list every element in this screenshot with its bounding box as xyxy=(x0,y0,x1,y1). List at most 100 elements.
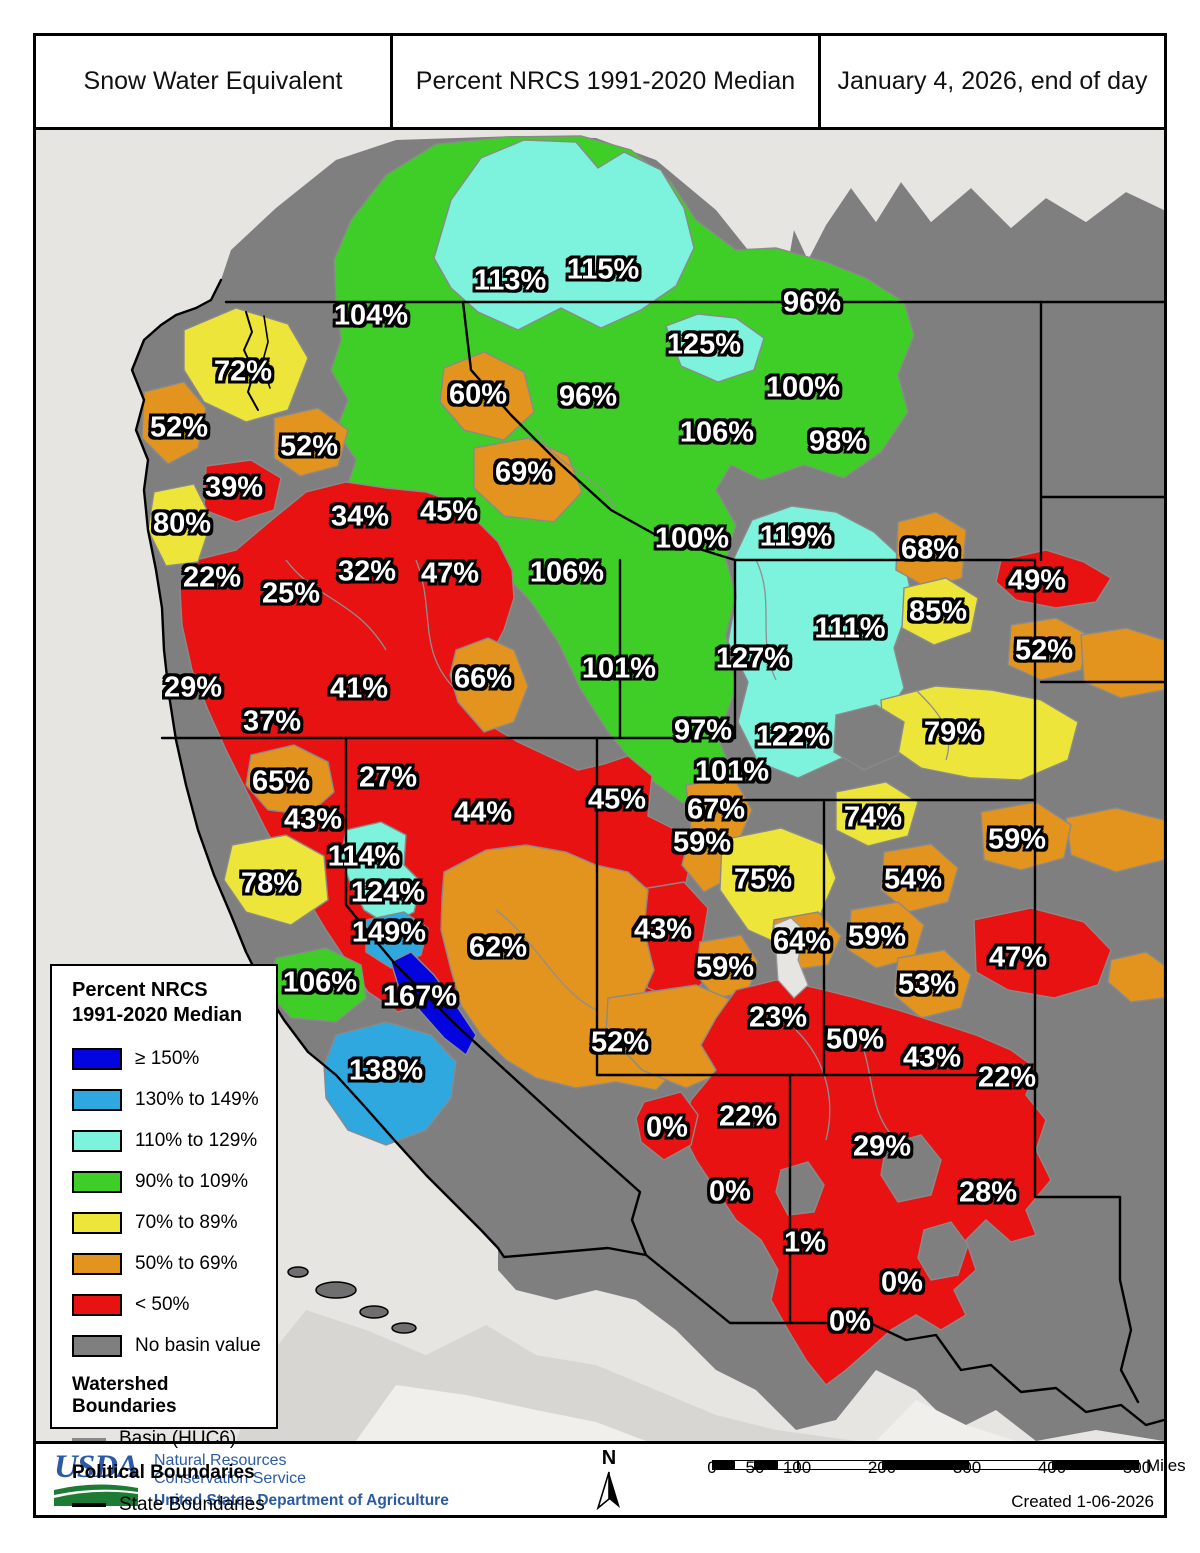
basin-percent-label: 45% xyxy=(587,783,647,816)
basin-percent-label: 127% xyxy=(715,642,791,675)
legend-swatch xyxy=(72,1129,122,1152)
basin-percent-label: 52% xyxy=(1014,634,1074,667)
basin-percent-label: 97% xyxy=(673,714,733,747)
basin-percent-label: 65% xyxy=(251,765,311,798)
usda-logo-text: Natural Resources Conservation Service Un… xyxy=(154,1452,449,1509)
scale-tick-label: 400 xyxy=(1037,1458,1067,1477)
legend-basin-line: Basin (HUC6) xyxy=(72,1424,276,1454)
basin-percent-label: 22% xyxy=(718,1100,778,1133)
legend-items: ≥ 150% 130% to 149% 110% to 129% 90% to … xyxy=(72,1038,276,1366)
legend-item-label: 130% to 149% xyxy=(135,1088,259,1110)
basin-percent-label: 104% xyxy=(333,299,409,332)
scale-tick-label: 500 xyxy=(1122,1458,1152,1477)
legend: Percent NRCS 1991-2020 Median ≥ 150% 130%… xyxy=(50,964,278,1515)
basin-percent-label: 119% xyxy=(759,520,833,553)
basin-percent-label: 53% xyxy=(897,968,957,1001)
basin-percent-label: 101% xyxy=(581,652,657,685)
basin-percent-label: 66% xyxy=(453,662,513,695)
legend-swatch xyxy=(72,1088,122,1111)
basin-percent-label: 96% xyxy=(782,286,842,319)
basin-percent-label: 27% xyxy=(358,761,418,794)
basin-percent-label: 22% xyxy=(182,561,242,594)
basin-percent-label: 43% xyxy=(633,913,693,946)
basin-percent-label: 43% xyxy=(902,1041,962,1074)
legend-item-label: ≥ 150% xyxy=(135,1047,200,1069)
legend-watershed-title: Watershed Boundaries xyxy=(72,1374,177,1417)
legend-item: 50% to 69% xyxy=(72,1243,276,1284)
basin-percent-label: 50% xyxy=(825,1023,885,1056)
legend-item: 90% to 109% xyxy=(72,1161,276,1202)
basin-percent-label: 23% xyxy=(748,1001,808,1034)
basin-percent-label: 49% xyxy=(1007,564,1067,597)
legend-item-label: < 50% xyxy=(135,1293,190,1315)
basin-percent-label: 0% xyxy=(646,1111,688,1144)
basin-percent-label: 122% xyxy=(755,720,831,753)
legend-item-label: 50% to 69% xyxy=(135,1252,238,1274)
basin-percent-label: 29% xyxy=(163,671,223,704)
usda-logo-mark: USDA xyxy=(54,1451,140,1511)
basin-percent-label: 52% xyxy=(149,411,209,444)
basin-percent-label: 149% xyxy=(351,916,427,949)
legend-item: No basin value xyxy=(72,1325,276,1366)
basin-percent-label: 79% xyxy=(923,716,983,749)
legend-state-line: State Boundaries xyxy=(72,1490,276,1520)
legend-item: ≥ 150% xyxy=(72,1038,276,1079)
basin-percent-label: 75% xyxy=(733,863,793,896)
legend-swatch xyxy=(72,1252,122,1275)
basin-percent-label: 124% xyxy=(350,876,426,909)
basin-percent-label: 34% xyxy=(330,500,390,533)
legend-political-title: Political Boundaries xyxy=(72,1462,255,1483)
basin-percent-label: 96% xyxy=(558,380,618,413)
usda-logo: USDA Natural Resources Conservation Servi… xyxy=(54,1451,449,1511)
basin-percent-label: 41% xyxy=(329,672,389,705)
basin-percent-label: 64% xyxy=(772,925,832,958)
basin-percent-label: 85% xyxy=(908,595,968,628)
basin-percent-label: 106% xyxy=(679,416,755,449)
usda-swoosh-icon xyxy=(54,1484,138,1506)
basin-percent-label: 22% xyxy=(977,1061,1037,1094)
basin-percent-label: 43% xyxy=(283,803,343,836)
basin-percent-label: 59% xyxy=(695,951,755,984)
map-subtitle: Percent NRCS 1991-2020 Median xyxy=(390,36,818,127)
basin-percent-label: 106% xyxy=(529,556,605,589)
basin-percent-label: 98% xyxy=(808,425,868,458)
map-date: January 4, 2026, end of day xyxy=(818,36,1164,127)
basin-percent-label: 0% xyxy=(881,1266,923,1299)
basin-percent-label: 0% xyxy=(709,1175,751,1208)
basin-percent-label: 52% xyxy=(590,1026,650,1059)
legend-swatch xyxy=(72,1293,122,1316)
basin-percent-label: 101% xyxy=(694,755,770,788)
basin-percent-label: 29% xyxy=(852,1130,912,1163)
title-bar: Snow Water Equivalent Percent NRCS 1991-… xyxy=(33,33,1167,130)
basin-percent-label: 52% xyxy=(279,430,339,463)
basin-percent-label: 67% xyxy=(686,793,746,826)
basin-percent-label: 69% xyxy=(494,456,554,489)
basin-percent-label: 0% xyxy=(829,1305,871,1338)
basin-percent-label: 32% xyxy=(337,555,397,588)
basin-percent-label: 100% xyxy=(654,522,730,555)
basin-percent-label: 74% xyxy=(843,801,903,834)
basin-percent-label: 60% xyxy=(448,378,508,411)
legend-swatch xyxy=(72,1047,122,1070)
footer-bar: USDA Natural Resources Conservation Servi… xyxy=(33,1441,1186,1518)
legend-swatch xyxy=(72,1170,122,1193)
basin-percent-label: 125% xyxy=(666,328,742,361)
basin-percent-label: 167% xyxy=(382,980,458,1013)
legend-item-label: No basin value xyxy=(135,1334,261,1356)
basin-percent-label: 47% xyxy=(420,557,480,590)
basin-percent-label: 111% xyxy=(814,612,886,645)
created-date: Created 1-06-2026 xyxy=(1011,1492,1154,1511)
legend-item: 130% to 149% xyxy=(72,1079,276,1120)
legend-item-label: 110% to 129% xyxy=(135,1129,258,1151)
basin-percent-label: 106% xyxy=(282,966,358,999)
basin-label-layer: 113% 115% 104% 96% 125% 100% 72% 60% 96%… xyxy=(36,130,1164,1441)
basin-percent-label: 114% xyxy=(327,840,401,873)
basin-percent-label: 72% xyxy=(213,355,273,388)
basin-percent-label: 113% xyxy=(473,264,547,297)
legend-item-label: 90% to 109% xyxy=(135,1170,249,1192)
basin-percent-label: 37% xyxy=(242,705,302,738)
state-line-sample xyxy=(72,1503,106,1507)
scale-tick-label: 0 xyxy=(707,1458,717,1477)
basin-percent-label: 1% xyxy=(784,1226,826,1259)
